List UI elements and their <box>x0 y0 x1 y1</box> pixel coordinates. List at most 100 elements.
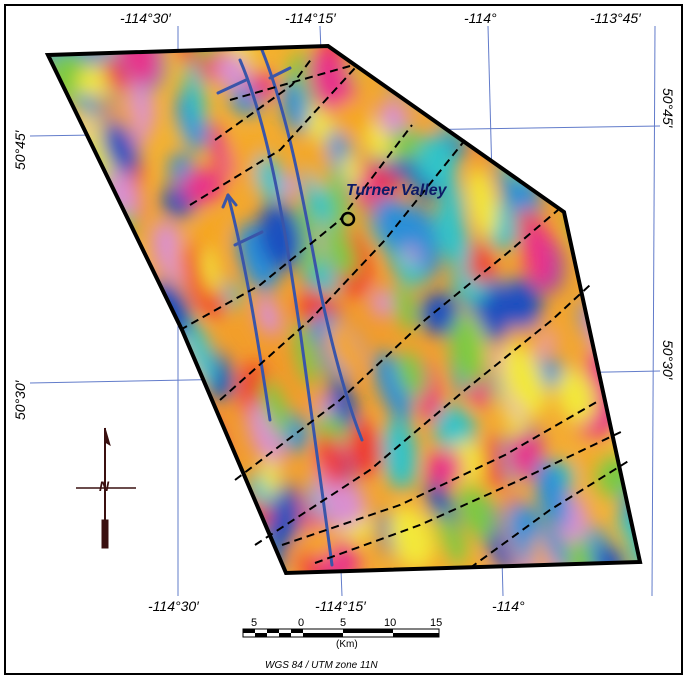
anomaly-blob <box>420 70 452 107</box>
anomaly-blob <box>98 502 135 568</box>
anomaly-blob <box>635 133 640 184</box>
scale-tick-2: 0 <box>298 617 305 629</box>
anomaly-blob <box>48 432 66 497</box>
lineament-short <box>226 193 272 422</box>
anomaly-blob <box>607 189 639 242</box>
anomaly-blob <box>48 344 62 383</box>
anomaly-blob <box>48 288 55 318</box>
scale-unit: (Km) <box>336 639 358 650</box>
fault-lines <box>179 57 631 569</box>
anomaly-blob <box>79 173 109 237</box>
anomaly-blob <box>388 506 435 569</box>
anomaly-blob <box>449 314 484 387</box>
anomaly-blob <box>136 306 154 338</box>
lon-label-top-1: -114°30′ <box>120 10 171 26</box>
anomaly-blob <box>624 121 640 151</box>
anomaly-blob <box>419 292 461 336</box>
anomaly-blob <box>614 106 640 143</box>
anomaly-blob <box>435 511 470 573</box>
anomaly-blob <box>90 329 134 382</box>
anomaly-blob <box>516 76 539 149</box>
anomaly-blob <box>617 201 640 276</box>
anomaly-blob <box>598 172 640 235</box>
anomaly-blob <box>48 455 69 523</box>
anomaly-blob <box>200 246 221 296</box>
anomaly-blob <box>425 449 464 486</box>
anomaly-blob <box>169 405 204 455</box>
anomaly-blob <box>113 325 146 383</box>
anomaly-blob <box>104 119 136 177</box>
anomaly-blob <box>48 348 68 390</box>
anomaly-blob <box>577 73 620 134</box>
lon-label-bottom-2: -114°15′ <box>315 598 366 614</box>
anomaly-blob <box>136 475 172 529</box>
anomaly-blob <box>613 68 640 101</box>
anomaly-blob <box>180 168 224 205</box>
anomaly-blob <box>57 504 93 535</box>
place-label-turner-valley: Turner Valley <box>346 182 447 199</box>
anomaly-blob <box>427 46 470 120</box>
anomaly-blob <box>247 403 284 469</box>
anomaly-blob <box>625 399 640 445</box>
map-frame <box>4 4 683 675</box>
anomaly-blob <box>465 241 494 285</box>
anomaly-blob <box>526 111 550 179</box>
anomaly-blob <box>48 196 63 252</box>
scale-tick-1: 5 <box>251 617 258 629</box>
anomaly-blob <box>85 397 114 473</box>
scale-tick-4: 10 <box>384 617 397 629</box>
anomaly-blob <box>97 418 138 449</box>
north-arrow-letter: N <box>99 478 110 494</box>
anomaly-blob <box>516 86 546 136</box>
anomaly-blob <box>374 350 413 423</box>
anomaly-blob <box>125 441 162 499</box>
anomaly-blob <box>601 229 631 279</box>
anomaly-blob <box>341 153 361 188</box>
scale-tick-3: 5 <box>340 617 347 629</box>
datum-label: WGS 84 / UTM zone 11N <box>265 660 378 671</box>
anomaly-blob <box>48 128 83 160</box>
lat-label-left-2: 50°30′ <box>12 380 28 420</box>
anomaly-blob <box>76 531 120 573</box>
anomaly-blob <box>82 265 110 298</box>
lat-label-left-1: 50°45′ <box>12 130 28 170</box>
anomaly-blob <box>444 46 486 67</box>
anomaly-blob <box>372 195 415 252</box>
anomaly-blob <box>130 391 161 464</box>
anomaly-blob <box>180 315 217 387</box>
survey-boundary <box>44 43 643 576</box>
anomaly-blob <box>48 257 92 322</box>
anomaly-blob <box>409 202 440 278</box>
anomaly-blob <box>91 396 136 469</box>
anomaly-blob <box>506 434 545 480</box>
anomaly-blob <box>389 127 422 161</box>
anomaly-blob <box>260 379 290 439</box>
anomaly-blob <box>457 485 496 539</box>
anomaly-blob <box>534 457 569 530</box>
anomaly-blob <box>331 100 369 138</box>
anomaly-blob <box>396 352 427 397</box>
anomaly-blob <box>196 491 228 531</box>
anomaly-blob <box>507 53 525 93</box>
anomaly-blob <box>613 295 638 341</box>
arrow-pair-top <box>216 78 248 95</box>
anomaly-blob <box>50 366 74 404</box>
anomaly-blob <box>393 282 417 332</box>
anomaly-blob <box>261 458 281 497</box>
anomaly-blob <box>48 292 58 333</box>
anomaly-blob <box>433 200 471 269</box>
anomaly-blob <box>588 46 623 89</box>
anomaly-blob <box>257 202 303 271</box>
anomaly-blob <box>476 118 512 148</box>
anomaly-blob <box>48 117 72 193</box>
anomaly-blob <box>533 111 560 161</box>
anomaly-blob <box>574 77 604 116</box>
anomaly-blob <box>143 373 168 408</box>
magnetic-anomaly-field <box>48 46 640 573</box>
anomaly-blob <box>522 221 557 289</box>
anomaly-blob <box>629 253 640 326</box>
anomaly-blob <box>74 345 123 422</box>
anomaly-blob <box>530 46 570 87</box>
anomaly-blob <box>335 535 360 573</box>
anomaly-blob <box>112 431 139 461</box>
